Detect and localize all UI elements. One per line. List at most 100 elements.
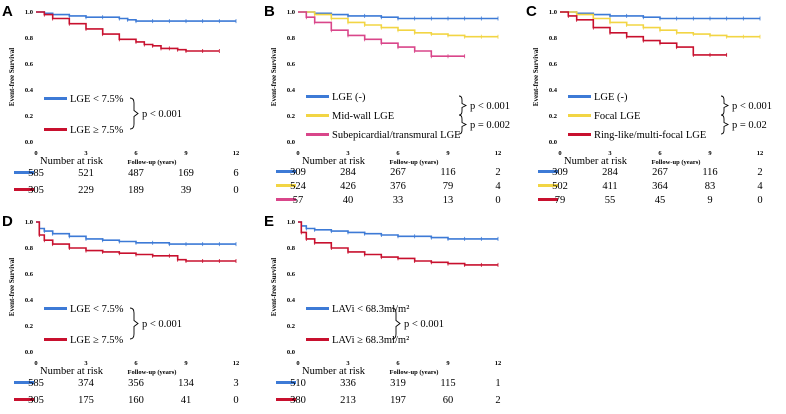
y-tick-label: 0.6 bbox=[287, 271, 296, 278]
risk-count: 364 bbox=[652, 181, 669, 192]
p-value-bracket bbox=[720, 95, 730, 116]
risk-count: 6 bbox=[233, 168, 238, 179]
legend-label: LAVi ≥ 68.3ml/m² bbox=[332, 335, 409, 346]
x-axis-label: Follow-up (years) bbox=[390, 159, 439, 166]
risk-count: 585 bbox=[28, 168, 44, 179]
x-tick-label: 3 bbox=[346, 360, 350, 367]
risk-count: 55 bbox=[605, 195, 616, 206]
y-tick-label: 0.6 bbox=[25, 271, 34, 278]
x-tick-label: 9 bbox=[184, 150, 188, 157]
x-tick-label: 9 bbox=[446, 360, 450, 367]
risk-count: 510 bbox=[290, 378, 306, 389]
number-at-risk-title: Number at risk bbox=[564, 156, 628, 167]
x-tick-label: 3 bbox=[346, 150, 350, 157]
y-tick-label: 0.4 bbox=[287, 87, 296, 94]
legend-label: LAVi < 68.3ml/m² bbox=[332, 304, 409, 315]
p-value: p = 0.002 bbox=[470, 120, 510, 131]
y-tick-label: 0.2 bbox=[287, 113, 295, 120]
risk-count: 374 bbox=[78, 378, 95, 389]
x-tick-label: 6 bbox=[658, 150, 662, 157]
x-tick-label: 6 bbox=[396, 360, 400, 367]
y-tick-label: 0.0 bbox=[25, 349, 33, 356]
risk-count: 319 bbox=[390, 378, 406, 389]
p-value-bracket bbox=[391, 307, 401, 340]
x-tick-label: 9 bbox=[708, 150, 712, 157]
y-tick-label: 0.8 bbox=[25, 35, 34, 42]
legend-label: LGE (-) bbox=[594, 92, 628, 103]
risk-count: 2 bbox=[495, 395, 500, 406]
x-tick-label: 12 bbox=[495, 360, 502, 367]
risk-count: 79 bbox=[443, 181, 454, 192]
risk-count: 0 bbox=[233, 185, 238, 196]
x-tick-label: 0 bbox=[296, 150, 299, 157]
y-tick-label: 0.8 bbox=[287, 245, 296, 252]
x-tick-label: 3 bbox=[608, 150, 612, 157]
risk-count: 116 bbox=[702, 167, 717, 178]
risk-count: 229 bbox=[78, 185, 94, 196]
y-tick-label: 0.8 bbox=[549, 35, 558, 42]
risk-count: 60 bbox=[443, 395, 454, 406]
y-tick-label: 1.0 bbox=[287, 219, 295, 226]
risk-count: 0 bbox=[233, 395, 238, 406]
y-axis-label: Event-free Survival bbox=[8, 258, 16, 316]
p-value-bracket bbox=[129, 307, 139, 340]
y-tick-label: 0.4 bbox=[549, 87, 558, 94]
risk-count: 39 bbox=[181, 185, 192, 196]
chart-panel-D: D Event-free Survival 0.0 0.2 0.4 0.6 0.8 1.0 0 3… bbox=[2, 213, 239, 406]
p-value: p < 0.001 bbox=[470, 101, 510, 112]
y-axis-label: Event-free Survival bbox=[532, 48, 540, 106]
risk-count: 45 bbox=[655, 195, 666, 206]
chart-panel-A: A Event-free Survival 0.0 0.2 0.4 0.6 0.8 1.0 0 3… bbox=[2, 3, 239, 196]
x-axis-label: Follow-up (years) bbox=[652, 159, 701, 166]
y-tick-label: 1.0 bbox=[25, 9, 33, 16]
y-tick-label: 0.0 bbox=[287, 139, 295, 146]
y-tick-label: 0.2 bbox=[25, 323, 33, 330]
p-value-bracket bbox=[129, 97, 139, 130]
km-curve-yellow bbox=[560, 11, 760, 38]
panel-label: B bbox=[264, 3, 275, 20]
risk-count: 33 bbox=[393, 195, 404, 206]
y-tick-label: 0.6 bbox=[549, 61, 558, 68]
risk-count: 3 bbox=[233, 378, 238, 389]
risk-count: 213 bbox=[340, 395, 356, 406]
risk-count: 79 bbox=[555, 195, 566, 206]
y-tick-label: 1.0 bbox=[287, 9, 295, 16]
risk-count: 57 bbox=[293, 195, 304, 206]
x-tick-label: 6 bbox=[396, 150, 400, 157]
chart-panel-E: E Event-free Survival 0.0 0.2 0.4 0.6 0.8 1.0 0 3… bbox=[264, 213, 501, 406]
risk-count: 115 bbox=[440, 378, 455, 389]
risk-count: 521 bbox=[78, 168, 94, 179]
risk-count: 40 bbox=[343, 195, 354, 206]
risk-count: 411 bbox=[602, 181, 617, 192]
x-tick-label: 12 bbox=[233, 360, 240, 367]
risk-count: 487 bbox=[128, 168, 144, 179]
x-tick-label: 9 bbox=[184, 360, 188, 367]
y-tick-label: 0.0 bbox=[549, 139, 557, 146]
risk-count: 502 bbox=[552, 181, 568, 192]
legend-label: Subepicardial/transmural LGE bbox=[332, 130, 461, 141]
risk-count: 134 bbox=[178, 378, 195, 389]
number-at-risk-title: Number at risk bbox=[302, 156, 366, 167]
y-tick-label: 0.0 bbox=[287, 349, 295, 356]
risk-count: 4 bbox=[495, 181, 501, 192]
y-tick-label: 0.6 bbox=[287, 61, 296, 68]
panel-label: E bbox=[264, 213, 274, 230]
risk-count: 284 bbox=[340, 167, 357, 178]
chart-panel-C: C Event-free Survival 0.0 0.2 0.4 0.6 0.8 1.0 0 3… bbox=[526, 3, 772, 206]
legend-label: LGE ≥ 7.5% bbox=[70, 335, 124, 346]
km-curve-blue bbox=[36, 221, 236, 245]
risk-count: 2 bbox=[757, 167, 762, 178]
legend-label: Ring-like/multi-focal LGE bbox=[594, 130, 706, 141]
x-tick-label: 12 bbox=[233, 150, 240, 157]
km-curve-yellow bbox=[298, 11, 498, 38]
p-value-bracket bbox=[458, 114, 468, 135]
y-tick-label: 1.0 bbox=[549, 9, 557, 16]
x-tick-label: 3 bbox=[84, 150, 88, 157]
x-tick-label: 12 bbox=[495, 150, 502, 157]
y-tick-label: 0.4 bbox=[25, 87, 34, 94]
panel-label: A bbox=[2, 3, 13, 20]
risk-count: 284 bbox=[602, 167, 619, 178]
y-tick-label: 1.0 bbox=[25, 219, 33, 226]
risk-count: 160 bbox=[128, 395, 144, 406]
